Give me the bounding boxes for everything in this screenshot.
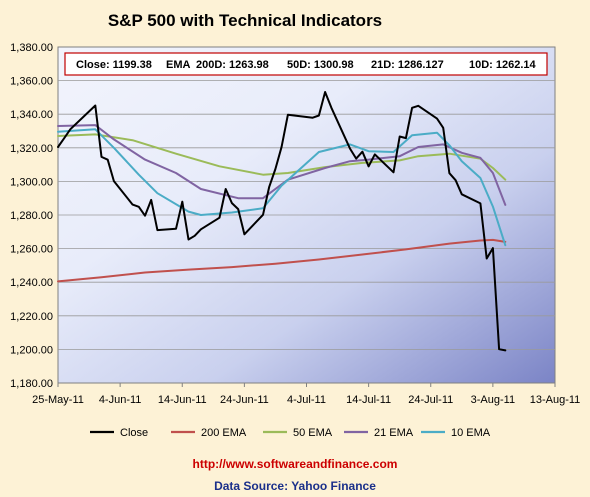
series-line-10-ema: [57, 128, 507, 247]
legend: Close 200 EMA 50 EMA 21 EMA 10 EMA: [90, 427, 491, 439]
x-tick-label: 13-Aug-11: [530, 394, 581, 406]
y-tick-label: 1,320.00: [10, 143, 53, 155]
legend-label: 50 EMA: [293, 427, 333, 439]
y-tick-label: 1,360.00: [10, 76, 53, 88]
chart-title: S&P 500 with Technical Indicators: [108, 11, 382, 30]
x-tick-label: 14-Jul-11: [346, 394, 391, 406]
legend-label: 200 EMA: [201, 427, 247, 439]
series-line-close: [57, 91, 507, 352]
y-tick-label: 1,280.00: [10, 210, 53, 222]
x-tick-label: 24-Jul-11: [408, 394, 453, 406]
y-tick-label: 1,380.00: [10, 42, 53, 54]
legend-label: 10 EMA: [451, 427, 491, 439]
info-ema200: 200D: 1263.98: [196, 59, 269, 71]
series-line-21-ema: [57, 124, 507, 206]
x-tick-label: 3-Aug-11: [471, 394, 515, 406]
data-source: Data Source: Yahoo Finance: [214, 479, 376, 493]
x-axis-ticks: 25-May-11 4-Jun-11 14-Jun-11 24-Jun-11 4-Jul…: [32, 383, 580, 406]
info-close: Close: 1199.38: [76, 59, 152, 71]
info-box-frame: [64, 52, 548, 76]
y-tick-label: 1,260.00: [10, 244, 53, 256]
y-tick-label: 1,180.00: [10, 378, 53, 390]
info-ema50: 50D: 1300.98: [287, 59, 354, 71]
grid-lines: [58, 80, 555, 350]
x-tick-label: 14-Jun-11: [158, 394, 207, 406]
legend-label: 21 EMA: [374, 427, 414, 439]
x-tick-label: 4-Jul-11: [287, 394, 326, 406]
info-ema21: 21D: 1286.127: [371, 59, 444, 71]
info-ema10: 10D: 1262.14: [469, 59, 537, 71]
x-tick-label: 24-Jun-11: [220, 394, 269, 406]
y-tick-label: 1,200.00: [10, 344, 53, 356]
x-tick-label: 4-Jun-11: [99, 394, 142, 406]
y-tick-label: 1,240.00: [10, 277, 53, 289]
y-tick-label: 1,300.00: [10, 176, 53, 188]
y-tick-label: 1,220.00: [10, 311, 53, 323]
source-url[interactable]: http://www.softwareandfinance.com: [193, 457, 398, 471]
y-axis-ticks: 1,180.00 1,200.00 1,220.00 1,240.00 1,260.00…: [10, 42, 53, 390]
series-group: [57, 91, 507, 352]
info-ema-label: EMA: [166, 59, 191, 71]
legend-label: Close: [120, 427, 148, 439]
info-box: Close: 1199.38 EMA 200D: 1263.98 50D: 13…: [64, 52, 548, 76]
x-tick-label: 25-May-11: [32, 394, 84, 406]
y-tick-label: 1,340.00: [10, 109, 53, 121]
series-line-200-ema: [57, 238, 507, 283]
